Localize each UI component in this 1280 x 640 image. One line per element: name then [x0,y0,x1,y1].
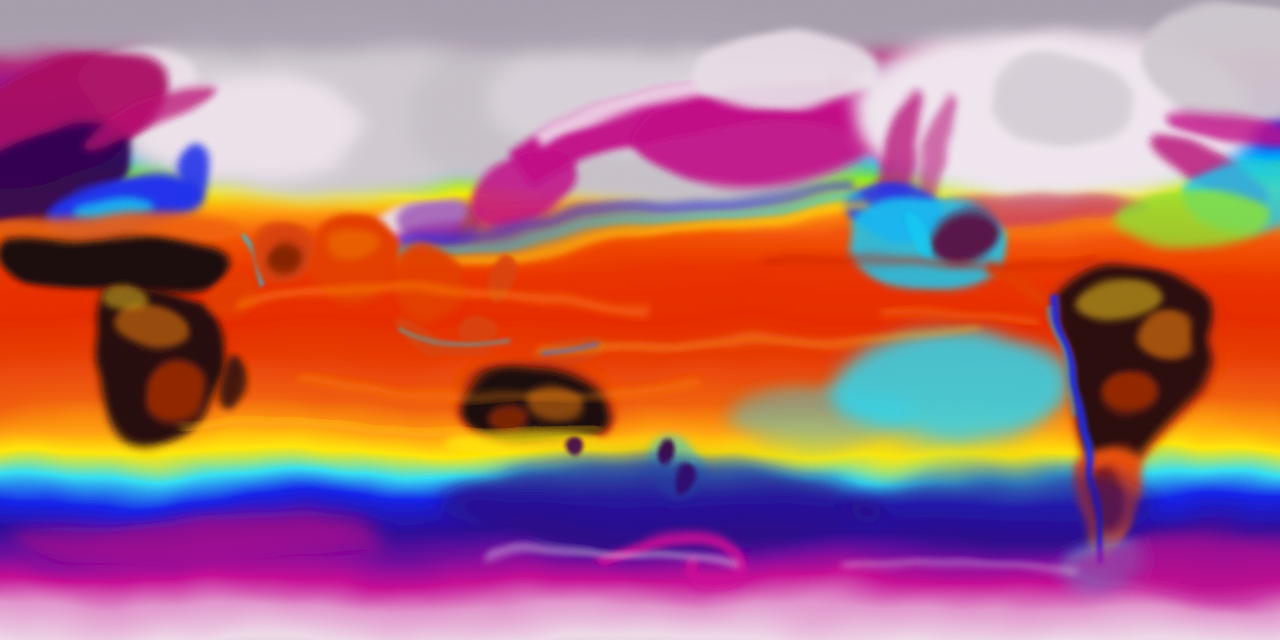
global-temperature-map [0,0,1280,640]
temperature-map-canvas [0,0,1280,640]
noise-texture-overlay [0,0,1280,640]
